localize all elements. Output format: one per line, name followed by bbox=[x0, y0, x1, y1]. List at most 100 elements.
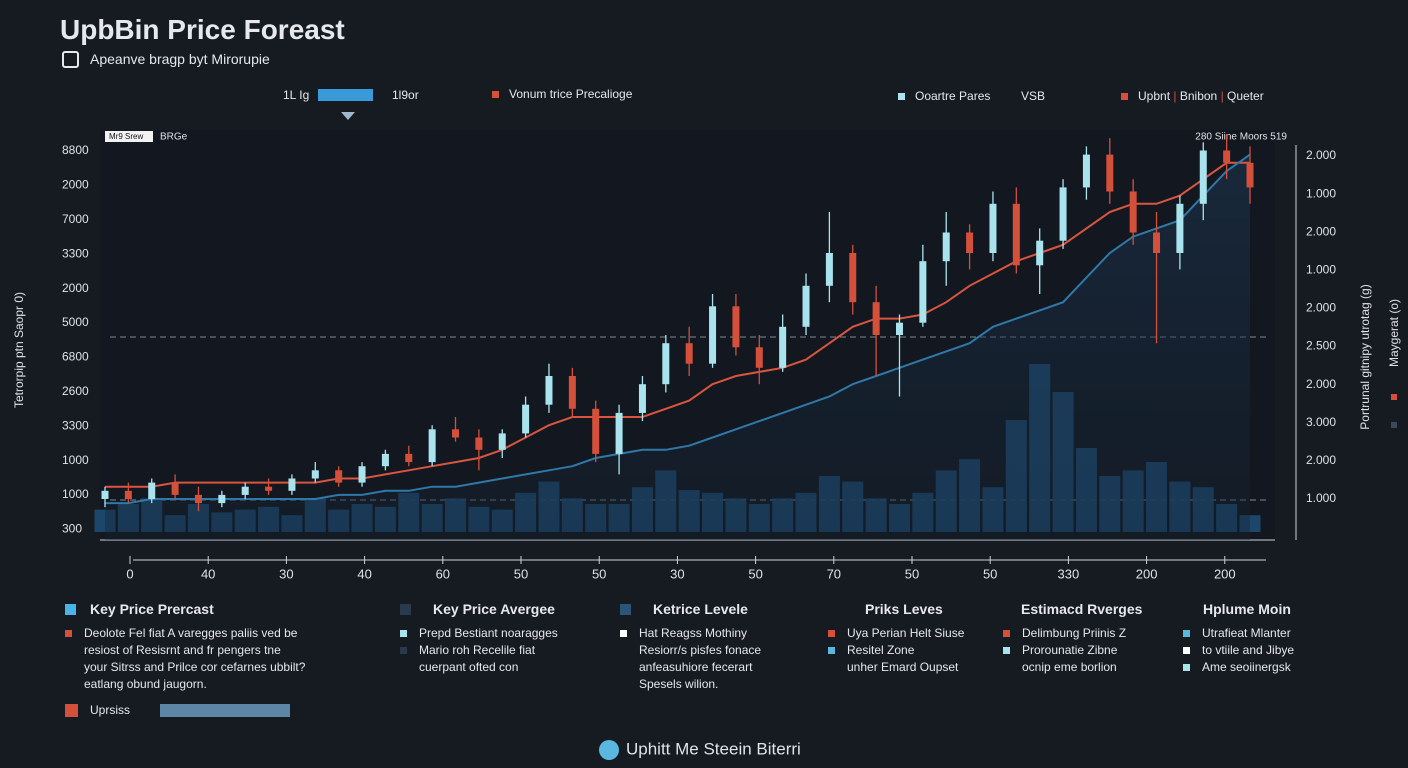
candle-body bbox=[942, 232, 950, 262]
candle-body bbox=[498, 433, 506, 450]
y-axis-title: Tetrorpip ptn Saopr 0) bbox=[12, 292, 26, 408]
panel-list: Prepd Bestiant noaragges Mario roh Receli… bbox=[400, 625, 558, 676]
bullet bbox=[828, 664, 835, 671]
panel-text: Deolote Fel fiat A varegges paliis ved b… bbox=[84, 626, 298, 640]
candle-body bbox=[148, 482, 156, 499]
checkbox[interactable] bbox=[62, 51, 79, 68]
legend-label: Upbnt bbox=[1138, 89, 1171, 103]
y-tick-label: 2000 bbox=[62, 178, 89, 192]
candle-body bbox=[919, 261, 927, 323]
legend-label: Vonum trice Precalioge bbox=[509, 87, 633, 101]
candle-body bbox=[895, 322, 903, 335]
x-tick-label: 200 bbox=[1214, 566, 1236, 581]
x-tick-label: 50 bbox=[514, 566, 528, 581]
control-label: 1L Ig bbox=[283, 88, 310, 102]
ma-area bbox=[105, 154, 1250, 540]
panel: Priks Leves Uya Perian Helt Siuse Resitel … bbox=[828, 601, 964, 676]
panel-item: Resiorr/s pisfes fonace bbox=[620, 642, 761, 659]
candle-body bbox=[311, 470, 319, 479]
panel-title: Ketrice Levele bbox=[653, 601, 748, 617]
panel: Ketrice Levele Hat Reagss Mothiny Resiorr/… bbox=[620, 601, 761, 693]
panel-item: Ame seoiinergsk bbox=[1183, 659, 1294, 676]
bullet bbox=[400, 630, 407, 637]
panel-item: resiost of Resisrnt and fr pengers tne bbox=[65, 642, 305, 659]
panel-item: Prepd Bestiant noaragges bbox=[400, 625, 558, 642]
x-tick-label: 330 bbox=[1058, 566, 1080, 581]
panel: Hplume Moin Utrafieat Mlanter to vtiile an… bbox=[1183, 601, 1294, 676]
candle-body bbox=[241, 486, 249, 495]
y-tick-label: 3300 bbox=[62, 418, 89, 432]
legend-label: Bnibon bbox=[1179, 89, 1218, 103]
candle-body bbox=[1082, 154, 1090, 188]
bullet bbox=[1003, 664, 1010, 671]
y2-tick-label: 2.500 bbox=[1306, 339, 1336, 353]
panel-item: Resitel Zone bbox=[828, 642, 964, 659]
panel-text: Resitel Zone bbox=[847, 643, 915, 657]
panel-item: Utrafieat Mlanter bbox=[1183, 625, 1294, 642]
control-label: 1l9or bbox=[392, 88, 419, 102]
bullet bbox=[400, 664, 407, 671]
progress-bar bbox=[160, 703, 290, 717]
panel-item: ocnip eme borlion bbox=[1003, 659, 1142, 676]
panel: Estimacd Rverges Delimbung Priinis Z Proro… bbox=[1003, 601, 1142, 676]
legend-label: Queter bbox=[1227, 89, 1264, 103]
panel-title: Key Price Avergee bbox=[433, 601, 555, 617]
panel-text: ocnip eme borlion bbox=[1022, 660, 1117, 674]
candle-body bbox=[568, 376, 576, 409]
y-tick-label: 5000 bbox=[62, 315, 89, 329]
candle-body bbox=[265, 486, 273, 491]
panel-text: to vtiile and Jibye bbox=[1202, 643, 1295, 657]
button-icon bbox=[65, 703, 78, 717]
candle-body bbox=[709, 306, 717, 364]
x-tick-label: 40 bbox=[357, 566, 371, 581]
y2-axis-title: Maygerat (o) bbox=[1387, 299, 1401, 367]
panel-text: resiost of Resisrnt and fr pengers tne bbox=[84, 643, 281, 657]
panel-item: Prorounatie Zibne bbox=[1003, 642, 1142, 659]
panel-header: Ketrice Levele bbox=[620, 601, 761, 617]
x-tick-label: 50 bbox=[592, 566, 606, 581]
legend-swatch bbox=[1391, 394, 1397, 400]
panel-list: Delimbung Priinis Z Prorounatie Zibne ocni… bbox=[1003, 625, 1142, 676]
candle-body bbox=[1036, 240, 1044, 266]
button-label[interactable]: Uprsiss bbox=[90, 703, 131, 717]
legend-swatch bbox=[1391, 422, 1397, 428]
candle-body bbox=[381, 453, 389, 467]
slider[interactable] bbox=[318, 89, 373, 101]
panel-title: Priks Leves bbox=[865, 601, 943, 617]
panel-text: unher Emard Oupset bbox=[847, 660, 959, 674]
panel-text: cuerpant ofted con bbox=[419, 660, 519, 674]
x-tick-label: 30 bbox=[279, 566, 293, 581]
y2-tick-label: 2.000 bbox=[1306, 377, 1336, 391]
panel-text: Resiorr/s pisfes fonace bbox=[639, 643, 762, 657]
panel-item: eatlang obund jaugorn. bbox=[65, 676, 305, 693]
panel-item: Delimbung Priinis Z bbox=[1003, 625, 1142, 642]
panel-text: Prepd Bestiant noaragges bbox=[419, 626, 558, 640]
panel-title: Key Price Prercast bbox=[90, 601, 214, 617]
panel-text: anfeasuhiore fecerart bbox=[639, 660, 753, 674]
candle-body bbox=[101, 490, 109, 499]
candle-body bbox=[732, 306, 740, 348]
candle-body bbox=[1246, 162, 1254, 188]
panel-list: Hat Reagss Mothiny Resiorr/s pisfes fonac… bbox=[620, 625, 761, 693]
candle-body bbox=[171, 482, 179, 495]
dropdown-arrow[interactable] bbox=[341, 112, 355, 120]
candle-body bbox=[872, 302, 880, 335]
bullet bbox=[1183, 664, 1190, 671]
y-tick-label: 7000 bbox=[62, 212, 89, 226]
candle-body bbox=[779, 326, 787, 368]
panel-text: Hat Reagss Mothiny bbox=[639, 626, 748, 640]
candle-body bbox=[452, 429, 460, 438]
candle-body bbox=[522, 404, 530, 434]
panel-item: Hat Reagss Mothiny bbox=[620, 625, 761, 642]
panel-text: Uya Perian Helt Siuse bbox=[847, 626, 965, 640]
panel-text: Utrafieat Mlanter bbox=[1202, 626, 1291, 640]
x-tick-label: 0 bbox=[126, 566, 133, 581]
x-tick-label: 50 bbox=[905, 566, 919, 581]
x-tick-label: 200 bbox=[1136, 566, 1158, 581]
panel-icon bbox=[400, 603, 411, 615]
moving-average bbox=[105, 153, 1251, 505]
y-tick-label: 300 bbox=[62, 522, 82, 536]
y-tick-label: 1000 bbox=[62, 453, 89, 467]
subtitle: Apeanve bragp byt Mirorupie bbox=[90, 51, 270, 67]
panel-text: Ame seoiinergsk bbox=[1202, 660, 1291, 674]
